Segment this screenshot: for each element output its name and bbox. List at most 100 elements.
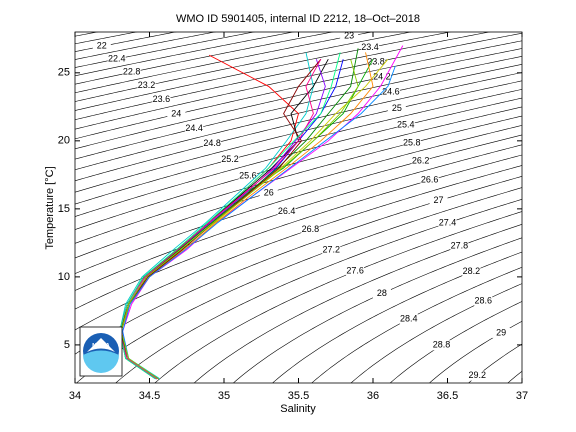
density-contour — [75, 32, 334, 85]
density-contour — [75, 115, 522, 244]
density-contour — [75, 32, 217, 60]
contour-label: 29 — [496, 327, 506, 337]
contour-label: 23.8 — [367, 56, 385, 66]
contour-label: 26 — [264, 187, 274, 197]
contour-label: 25.6 — [239, 171, 257, 181]
x-tick-label: 34.5 — [139, 390, 160, 402]
density-contour — [75, 32, 138, 45]
contour-label: 23 — [344, 31, 354, 41]
density-contour — [75, 165, 522, 331]
contour-label-bg — [372, 288, 391, 299]
contour-label: 26.4 — [278, 206, 296, 216]
contour-label-bg — [277, 206, 296, 217]
contour-label: 24.8 — [203, 138, 221, 148]
contour-label-bg — [450, 241, 469, 252]
contour-label: 26.8 — [302, 224, 320, 234]
density-contour — [75, 32, 522, 130]
contour-label-bg — [420, 175, 439, 186]
contour-label-bg — [429, 195, 448, 206]
contour-label: 26.2 — [412, 155, 430, 165]
contour-label: 23.4 — [361, 42, 379, 52]
contour-label-bg — [372, 72, 391, 83]
contour-label-bg — [387, 103, 406, 114]
contour-label: 24 — [171, 109, 181, 119]
contour-label-bg — [220, 154, 239, 165]
x-tick-label: 35 — [218, 390, 230, 402]
contour-label-bg — [301, 224, 320, 235]
contour-label: 28 — [377, 288, 387, 298]
logo-wave — [83, 350, 119, 373]
contour-label: 22.4 — [108, 53, 126, 63]
x-tick-label: 36 — [367, 390, 379, 402]
contour-label-bg — [346, 266, 365, 277]
density-contour — [75, 32, 256, 68]
density-contour — [75, 89, 522, 205]
contour-label: 28.6 — [474, 296, 492, 306]
x-tick-label: 36.5 — [437, 390, 458, 402]
density-contour — [75, 144, 522, 291]
contour-label: 22 — [97, 41, 107, 51]
density-contour — [75, 32, 452, 111]
contour-label-bg — [361, 42, 380, 53]
contour-label: 25.2 — [221, 154, 239, 164]
density-contour — [468, 343, 522, 383]
contour-label-bg — [462, 266, 481, 277]
contour-label-bg — [152, 94, 171, 105]
density-contour — [75, 134, 522, 274]
density-contour — [75, 80, 522, 193]
contour-label: 28.2 — [463, 266, 481, 276]
contour-label: 29.2 — [469, 370, 487, 380]
contour-label-bg — [322, 245, 341, 256]
contour-label-bg — [474, 296, 493, 307]
y-tick-label: 25 — [58, 67, 70, 79]
contour-label-bg — [438, 217, 457, 228]
contour-label-bg — [432, 340, 451, 351]
contour-label-bg — [381, 87, 400, 98]
density-contour — [350, 283, 522, 383]
contour-label-bg — [411, 156, 430, 167]
contour-label-bg — [137, 80, 156, 91]
density-contour — [75, 154, 522, 310]
contour-label: 25.4 — [397, 119, 415, 129]
contour-label: 23.6 — [153, 94, 171, 104]
density-contour — [75, 32, 491, 121]
contour-label-bg — [366, 57, 385, 68]
contour-label-bg — [238, 171, 257, 182]
logo: NOAA — [79, 326, 123, 377]
density-contour — [75, 32, 413, 102]
y-axis-label: Temperature [°C] — [44, 166, 56, 249]
density-contour — [75, 72, 522, 182]
chart-title: WMO ID 5901405, internal ID 2212, 18–Oct… — [176, 13, 420, 25]
contour-label-bg — [107, 54, 126, 65]
density-contour — [272, 251, 522, 383]
profile-line — [122, 65, 396, 380]
contour-label-bg — [185, 123, 204, 134]
density-contour — [115, 198, 522, 383]
contour-label: 27.6 — [346, 266, 364, 276]
density-contour — [311, 266, 522, 383]
contour-label-bg — [468, 370, 487, 381]
contour-label: 26.6 — [421, 175, 439, 185]
contour-label-bg — [402, 137, 421, 148]
y-tick-label: 5 — [64, 339, 70, 351]
logo-bird — [87, 338, 115, 352]
contour-label: 27 — [434, 195, 444, 205]
x-tick-label: 35.5 — [288, 390, 309, 402]
contour-label-bg — [122, 67, 141, 78]
y-tick-label: 20 — [58, 135, 70, 147]
contour-label: 27.4 — [439, 217, 457, 227]
contour-label: 25 — [392, 103, 402, 113]
contour-label: 28.4 — [400, 313, 418, 323]
x-tick-label: 34 — [69, 390, 81, 402]
contour-label: 22.8 — [123, 67, 141, 77]
contour-label: 25.8 — [403, 137, 421, 147]
contour-label-bg — [259, 187, 278, 198]
contour-label-bg — [492, 327, 511, 338]
density-contour — [193, 223, 522, 383]
density-contour — [75, 125, 522, 259]
x-axis-label: Salinity — [280, 403, 316, 415]
contour-layer: 2222.422.82323.223.423.623.82424.224.424… — [75, 31, 522, 383]
contour-label: 24.2 — [373, 72, 391, 82]
contour-label-bg — [92, 41, 111, 52]
